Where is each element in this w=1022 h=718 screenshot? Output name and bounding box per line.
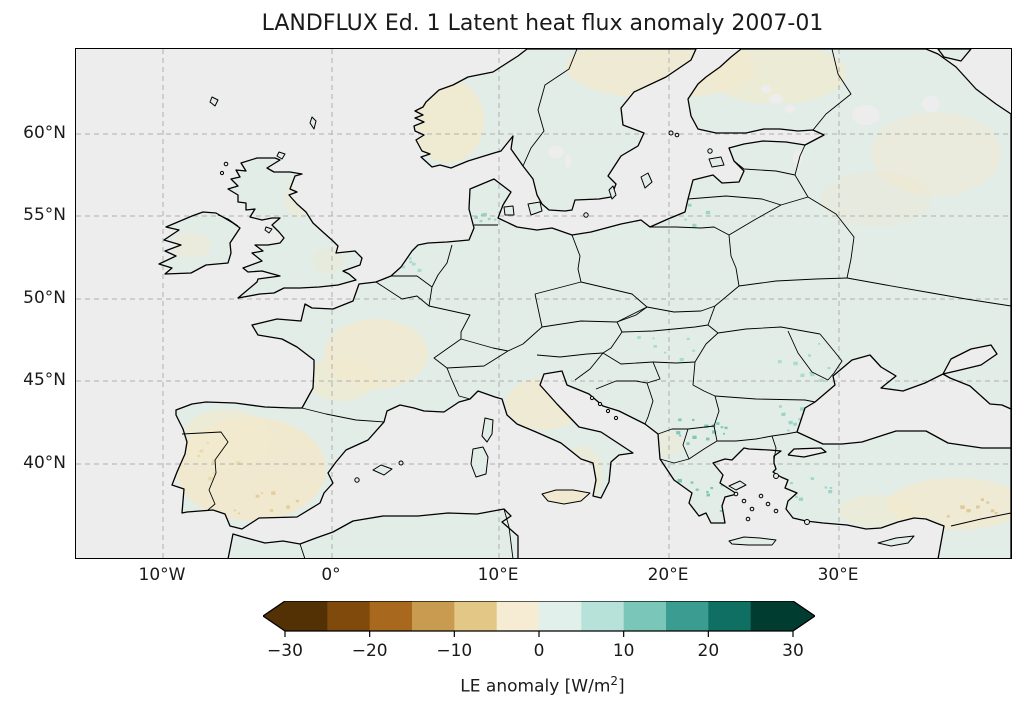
island-euboea xyxy=(728,480,747,491)
island-shetland xyxy=(309,116,317,130)
enclosed-seas xyxy=(788,345,1011,457)
island-corsica xyxy=(481,417,494,443)
island-zealand xyxy=(527,201,543,216)
islands xyxy=(209,96,915,547)
colorbar-tick-label: 30 xyxy=(782,641,804,661)
island-cyprus xyxy=(877,535,915,547)
colorbar-tick-marks xyxy=(284,631,794,637)
island-oland xyxy=(608,185,617,200)
colorbar-label-pre: LE anomaly [W/m xyxy=(460,676,611,697)
island-mallorca xyxy=(372,464,393,476)
y-tick-label: 45°N xyxy=(23,370,66,390)
y-tick-label: 40°N xyxy=(23,453,66,473)
x-tick-label: 30°E xyxy=(817,565,859,585)
colorbar-tick-label: 0 xyxy=(534,641,545,661)
map-svg xyxy=(76,49,1011,558)
y-tick-label: 60°N xyxy=(23,123,66,143)
island-isle-of-man xyxy=(264,226,273,234)
colorbar-tick-label: 10 xyxy=(613,641,635,661)
map-plot xyxy=(75,48,1012,559)
x-tick-label: 20°E xyxy=(647,565,689,585)
island-crete xyxy=(728,536,777,546)
coastlines xyxy=(158,49,1011,558)
page-title: LANDFLUX Ed. 1 Latent heat flux anomaly … xyxy=(261,11,824,36)
colorbar-cells xyxy=(263,601,815,631)
x-tick-label: 10°E xyxy=(477,565,519,585)
colorbar-label-sup: 2 xyxy=(610,674,619,688)
colorbar-label-post: ] xyxy=(618,676,625,697)
sea-of-azov xyxy=(943,345,997,374)
lakes xyxy=(548,85,940,168)
colorbar-tick-label: −10 xyxy=(436,641,472,661)
colorbar-label: LE anomaly [W/m2] xyxy=(75,674,1010,697)
island-saaremaa xyxy=(708,156,725,168)
colorbar: −30 −20 −10 0 10 20 30 xyxy=(263,601,815,661)
island-funen xyxy=(503,205,515,216)
y-tick-label: 55°N xyxy=(23,205,66,225)
island-orkney xyxy=(276,151,286,160)
colorbar-tick-label: 20 xyxy=(698,641,720,661)
x-tick-label: 10°W xyxy=(138,565,186,585)
colorbar-tick-label: −20 xyxy=(352,641,388,661)
x-tick-label: 0° xyxy=(321,565,341,585)
black-sea xyxy=(797,355,1011,448)
country-borders xyxy=(181,49,1011,558)
island-faroes xyxy=(209,96,219,107)
y-tick-label: 50°N xyxy=(23,288,66,308)
island-sicily xyxy=(541,489,591,505)
island-sardinia xyxy=(470,446,489,478)
colorbar-tick-label: −30 xyxy=(267,641,303,661)
island-gotland xyxy=(640,172,653,189)
sea-of-marmara xyxy=(788,448,826,457)
colorbar-tick-labels: −30 −20 −10 0 10 20 30 xyxy=(267,641,804,661)
